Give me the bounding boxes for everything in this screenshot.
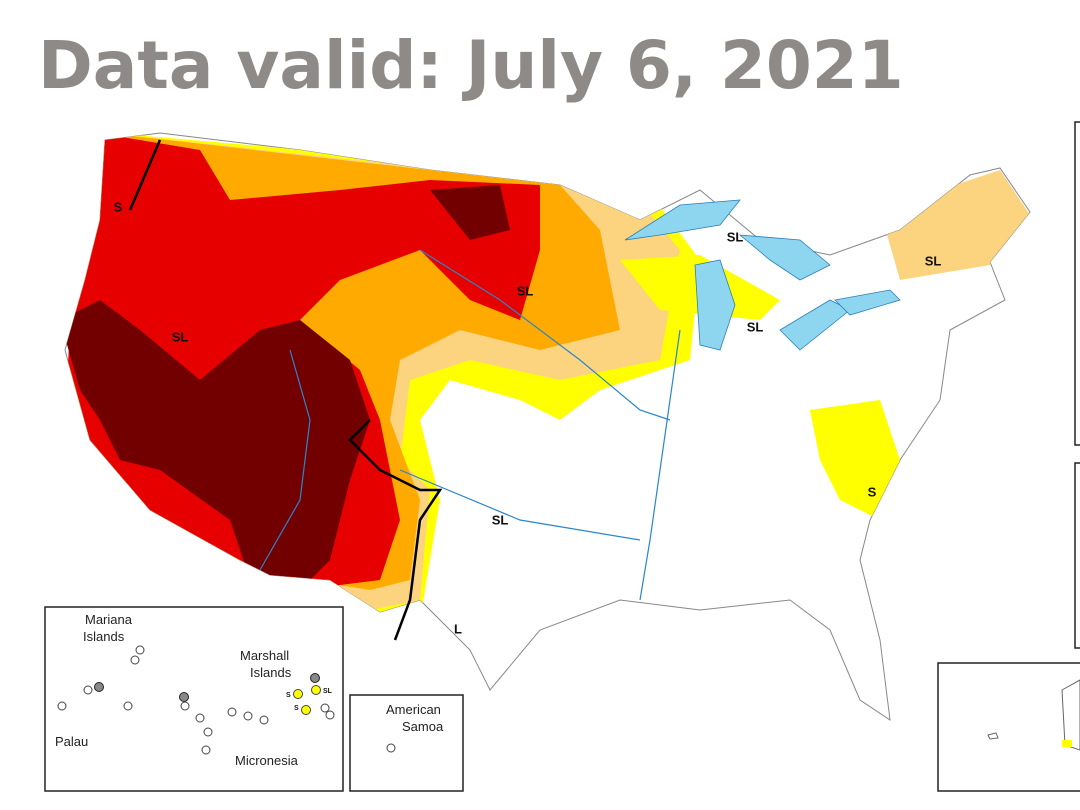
line: American xyxy=(386,702,441,717)
legend-inset xyxy=(1074,462,1080,649)
line: Samoa xyxy=(402,719,444,734)
impact-label: SL xyxy=(492,512,509,527)
marshall-label: Marshall Islands xyxy=(240,648,292,680)
rivers xyxy=(259,249,681,601)
title: Data valid: July 6, 2021 xyxy=(38,27,904,104)
great-lakes xyxy=(624,199,901,351)
palau-label: Palau xyxy=(55,734,88,749)
alaska-inset xyxy=(1074,121,1080,446)
line: Marshall xyxy=(240,648,289,663)
samoa-inset: American Samoa xyxy=(349,694,464,792)
impact-boundary xyxy=(128,139,443,641)
line: Mariana xyxy=(85,612,133,627)
impact-label: SL xyxy=(172,329,189,344)
impact-label: SL xyxy=(517,283,534,298)
inset-box xyxy=(937,662,1080,792)
line: Islands xyxy=(83,629,125,644)
inset-box xyxy=(349,694,464,792)
impact-label: SL xyxy=(727,229,744,244)
hawaii-inset xyxy=(937,662,1080,792)
inset-box xyxy=(44,606,344,792)
impact-label: S xyxy=(868,484,877,499)
impact-label: L xyxy=(454,621,462,636)
impact-label: SL xyxy=(925,253,942,268)
line: Islands xyxy=(250,665,292,680)
pacific-inset: Mariana Islands Marshall Islands Palau Mic… xyxy=(44,606,344,792)
island-code: SL xyxy=(323,688,333,695)
samoa-label: American Samoa xyxy=(386,702,444,734)
micronesia-label: Micronesia xyxy=(235,753,299,768)
island-code: S xyxy=(294,705,299,712)
mariana-label: Mariana Islands xyxy=(83,612,133,644)
impact-label: SL xyxy=(747,319,764,334)
impact-label: S xyxy=(114,199,123,214)
island-code: S xyxy=(286,692,291,699)
